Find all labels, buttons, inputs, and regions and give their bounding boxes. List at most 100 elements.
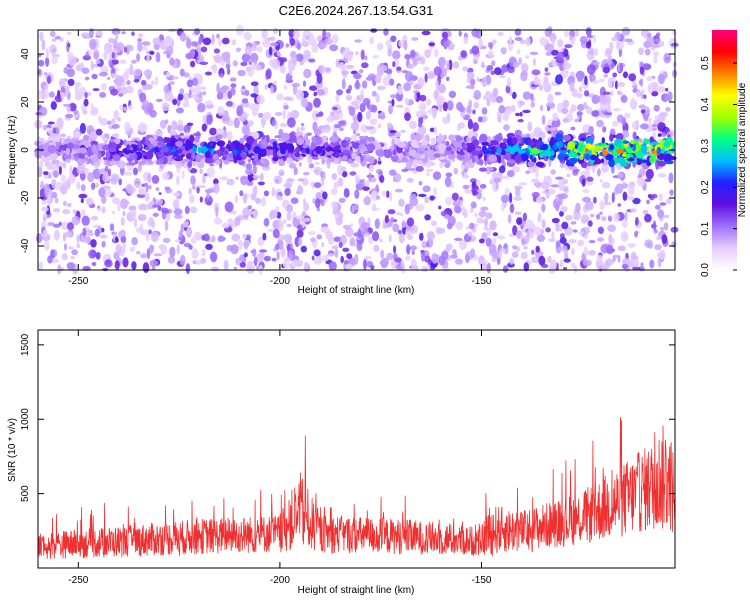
spectrogram-cell: [97, 152, 102, 160]
spectrogram-cell: [274, 111, 283, 117]
spectrogram-cell: [544, 67, 549, 72]
spectrogram-cell: [457, 122, 466, 129]
spectrogram-cell: [570, 126, 576, 131]
spectrogram-cell: [520, 137, 524, 146]
spectrogram-cell: [38, 261, 44, 271]
spectrogram-cell: [519, 112, 523, 117]
spectrogram-cell: [373, 244, 380, 252]
spectrogram-cell: [253, 145, 261, 154]
spectrogram-cell: [492, 232, 499, 237]
spectrogram-cell: [437, 143, 446, 150]
spectrogram-cell: [397, 85, 403, 96]
spectrogram-cell: [169, 57, 175, 66]
spectrogram-cell: [649, 259, 655, 269]
spectrogram-cell: [389, 130, 397, 134]
spectrogram-cell: [512, 166, 521, 173]
spectrogram-cell: [119, 229, 126, 237]
colorbar-tick-label: 0.0: [700, 263, 711, 277]
spectrogram-cell: [601, 137, 605, 144]
spectrogram-cell: [238, 239, 243, 250]
spectrogram-cell: [338, 197, 346, 204]
spectrogram-cell: [299, 61, 304, 66]
spectrogram-cell: [49, 153, 58, 161]
spectrogram-cell: [239, 254, 244, 262]
spectrogram-cell: [117, 201, 121, 213]
spectrogram-cell: [101, 206, 106, 214]
spectrogram-cell: [302, 217, 311, 222]
spectrogram-cell: [366, 154, 370, 159]
spectrogram-cell: [446, 222, 453, 230]
spectrogram-cell: [352, 142, 361, 149]
spectrogram-cell: [451, 192, 459, 201]
spectrogram-cell: [270, 85, 274, 94]
spectrogram-cell: [338, 241, 343, 248]
spectrogram-cell: [418, 103, 427, 111]
spectrogram-cell: [307, 231, 316, 235]
spectrogram-cell: [374, 218, 380, 229]
spectrogram-cell: [283, 85, 288, 90]
spectrogram-cell: [39, 31, 44, 42]
spectrogram-cell: [432, 108, 437, 119]
spectrogram-cell: [422, 185, 431, 193]
spectrogram-cell: [562, 99, 570, 108]
spectrogram-cell: [38, 69, 42, 76]
spectrogram-cell: [548, 238, 556, 243]
spectrogram-cell: [308, 58, 316, 63]
spectrogram-cell: [649, 144, 653, 150]
spectrogram-cell: [506, 137, 513, 146]
spectrogram-cell: [365, 111, 371, 120]
spectrogram-cell: [539, 152, 544, 158]
spectrogram-cell: [518, 182, 527, 186]
spectrogram-cell: [283, 183, 292, 188]
spectrogram-cell: [565, 214, 573, 221]
spectrogram-cell: [42, 124, 48, 131]
colorbar-tick-label: 0.5: [700, 56, 711, 70]
spectrogram-cell: [360, 155, 364, 163]
spectrogram-cell: [283, 105, 289, 110]
spectrogram-cell: [206, 104, 215, 109]
spectrogram-cell: [335, 155, 339, 165]
spectrogram-cell: [229, 77, 237, 82]
spectrogram-cell: [298, 162, 302, 167]
spectrogram-cell: [216, 92, 224, 100]
spectrogram-cell: [594, 158, 602, 165]
spectrogram-cell: [115, 42, 125, 52]
spectrogram-cell: [324, 38, 333, 45]
spectrogram-cell: [614, 138, 621, 147]
spectrogram-cell: [412, 90, 419, 94]
spectrogram-cell: [544, 124, 549, 133]
spectrogram-cell: [58, 221, 62, 226]
spectrogram-cell: [375, 93, 380, 103]
spectrogram-cell: [462, 184, 470, 190]
spectrogram-cell: [508, 36, 513, 44]
spectrogram-cell: [157, 141, 165, 147]
spectrogram-cell: [230, 142, 234, 150]
spectrogram-cell: [47, 121, 55, 125]
spectrogram-cell: [522, 109, 531, 114]
spectrogram-cell: [406, 217, 415, 227]
spectrogram-cell: [653, 54, 658, 64]
spectrogram-cell: [643, 138, 651, 144]
spectrogram-cell: [250, 47, 258, 52]
spectrogram-cell: [35, 112, 43, 116]
spectrogram-cell: [257, 236, 265, 247]
spectrogram-cell: [379, 175, 385, 184]
spectrogram-cell: [183, 242, 191, 248]
spectrogram-cell: [41, 90, 50, 99]
spectrogram-cell: [240, 61, 248, 67]
spectrogram-cell: [599, 200, 605, 211]
spectrogram-cell: [443, 134, 447, 141]
spectrogram-cell: [426, 149, 433, 157]
spectrogram-cell: [596, 213, 601, 220]
spectrogram-cell: [519, 235, 527, 241]
spectrogram-cell: [466, 136, 470, 142]
spectrogram-cell: [478, 38, 483, 48]
spectrogram-cell: [289, 37, 296, 46]
spectrogram-cell: [632, 255, 639, 261]
spectrogram-cell: [649, 194, 655, 201]
spectrogram-cell: [420, 56, 426, 65]
spectrogram-cell: [245, 167, 253, 176]
spectrogram-cell: [164, 186, 171, 191]
spectrogram-cell: [75, 81, 82, 87]
spectrogram-cell: [233, 266, 238, 270]
